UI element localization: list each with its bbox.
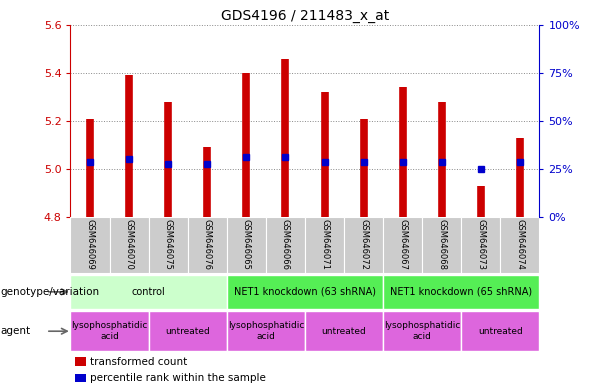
Text: GSM646075: GSM646075 (164, 218, 173, 270)
Text: lysophosphatidic
acid: lysophosphatidic acid (227, 321, 304, 341)
Text: NET1 knockdown (63 shRNA): NET1 knockdown (63 shRNA) (234, 287, 376, 297)
Text: untreated: untreated (322, 327, 367, 336)
Bar (70, 275, 227, 309)
Bar (422, 217, 462, 273)
Bar (227, 217, 266, 273)
Bar (70, 217, 110, 273)
Bar (227, 311, 305, 351)
Text: control: control (132, 287, 166, 297)
Text: GSM646066: GSM646066 (281, 218, 290, 270)
Bar (383, 311, 462, 351)
Text: GSM646071: GSM646071 (320, 218, 329, 270)
Text: untreated: untreated (166, 327, 210, 336)
Text: GSM646067: GSM646067 (398, 218, 407, 270)
Title: GDS4196 / 211483_x_at: GDS4196 / 211483_x_at (221, 8, 389, 23)
Bar (462, 311, 539, 351)
Text: GSM646069: GSM646069 (86, 218, 94, 270)
Text: agent: agent (0, 326, 30, 336)
Text: untreated: untreated (478, 327, 523, 336)
Text: lysophosphatidic
acid: lysophosphatidic acid (384, 321, 460, 341)
Bar (383, 275, 539, 309)
Text: transformed count: transformed count (90, 357, 188, 367)
Bar (266, 217, 305, 273)
Text: lysophosphatidic
acid: lysophosphatidic acid (71, 321, 148, 341)
Text: GSM646074: GSM646074 (516, 218, 524, 270)
Bar (462, 217, 500, 273)
Text: GSM646068: GSM646068 (437, 218, 446, 270)
Text: GSM646065: GSM646065 (242, 218, 251, 270)
Bar (149, 311, 227, 351)
Text: GSM646072: GSM646072 (359, 218, 368, 270)
Bar (383, 217, 422, 273)
Bar (75, 357, 85, 366)
Bar (500, 217, 539, 273)
Bar (110, 217, 149, 273)
Bar (149, 217, 188, 273)
Bar (344, 217, 383, 273)
Bar (305, 217, 344, 273)
Text: genotype/variation: genotype/variation (0, 287, 99, 297)
Text: NET1 knockdown (65 shRNA): NET1 knockdown (65 shRNA) (390, 287, 532, 297)
Bar (75, 374, 85, 382)
Text: GSM646076: GSM646076 (203, 218, 211, 270)
Bar (227, 275, 383, 309)
Text: GSM646070: GSM646070 (124, 218, 134, 270)
Bar (188, 217, 227, 273)
Bar (305, 311, 383, 351)
Text: GSM646073: GSM646073 (476, 218, 485, 270)
Bar (70, 311, 149, 351)
Text: percentile rank within the sample: percentile rank within the sample (90, 373, 266, 383)
